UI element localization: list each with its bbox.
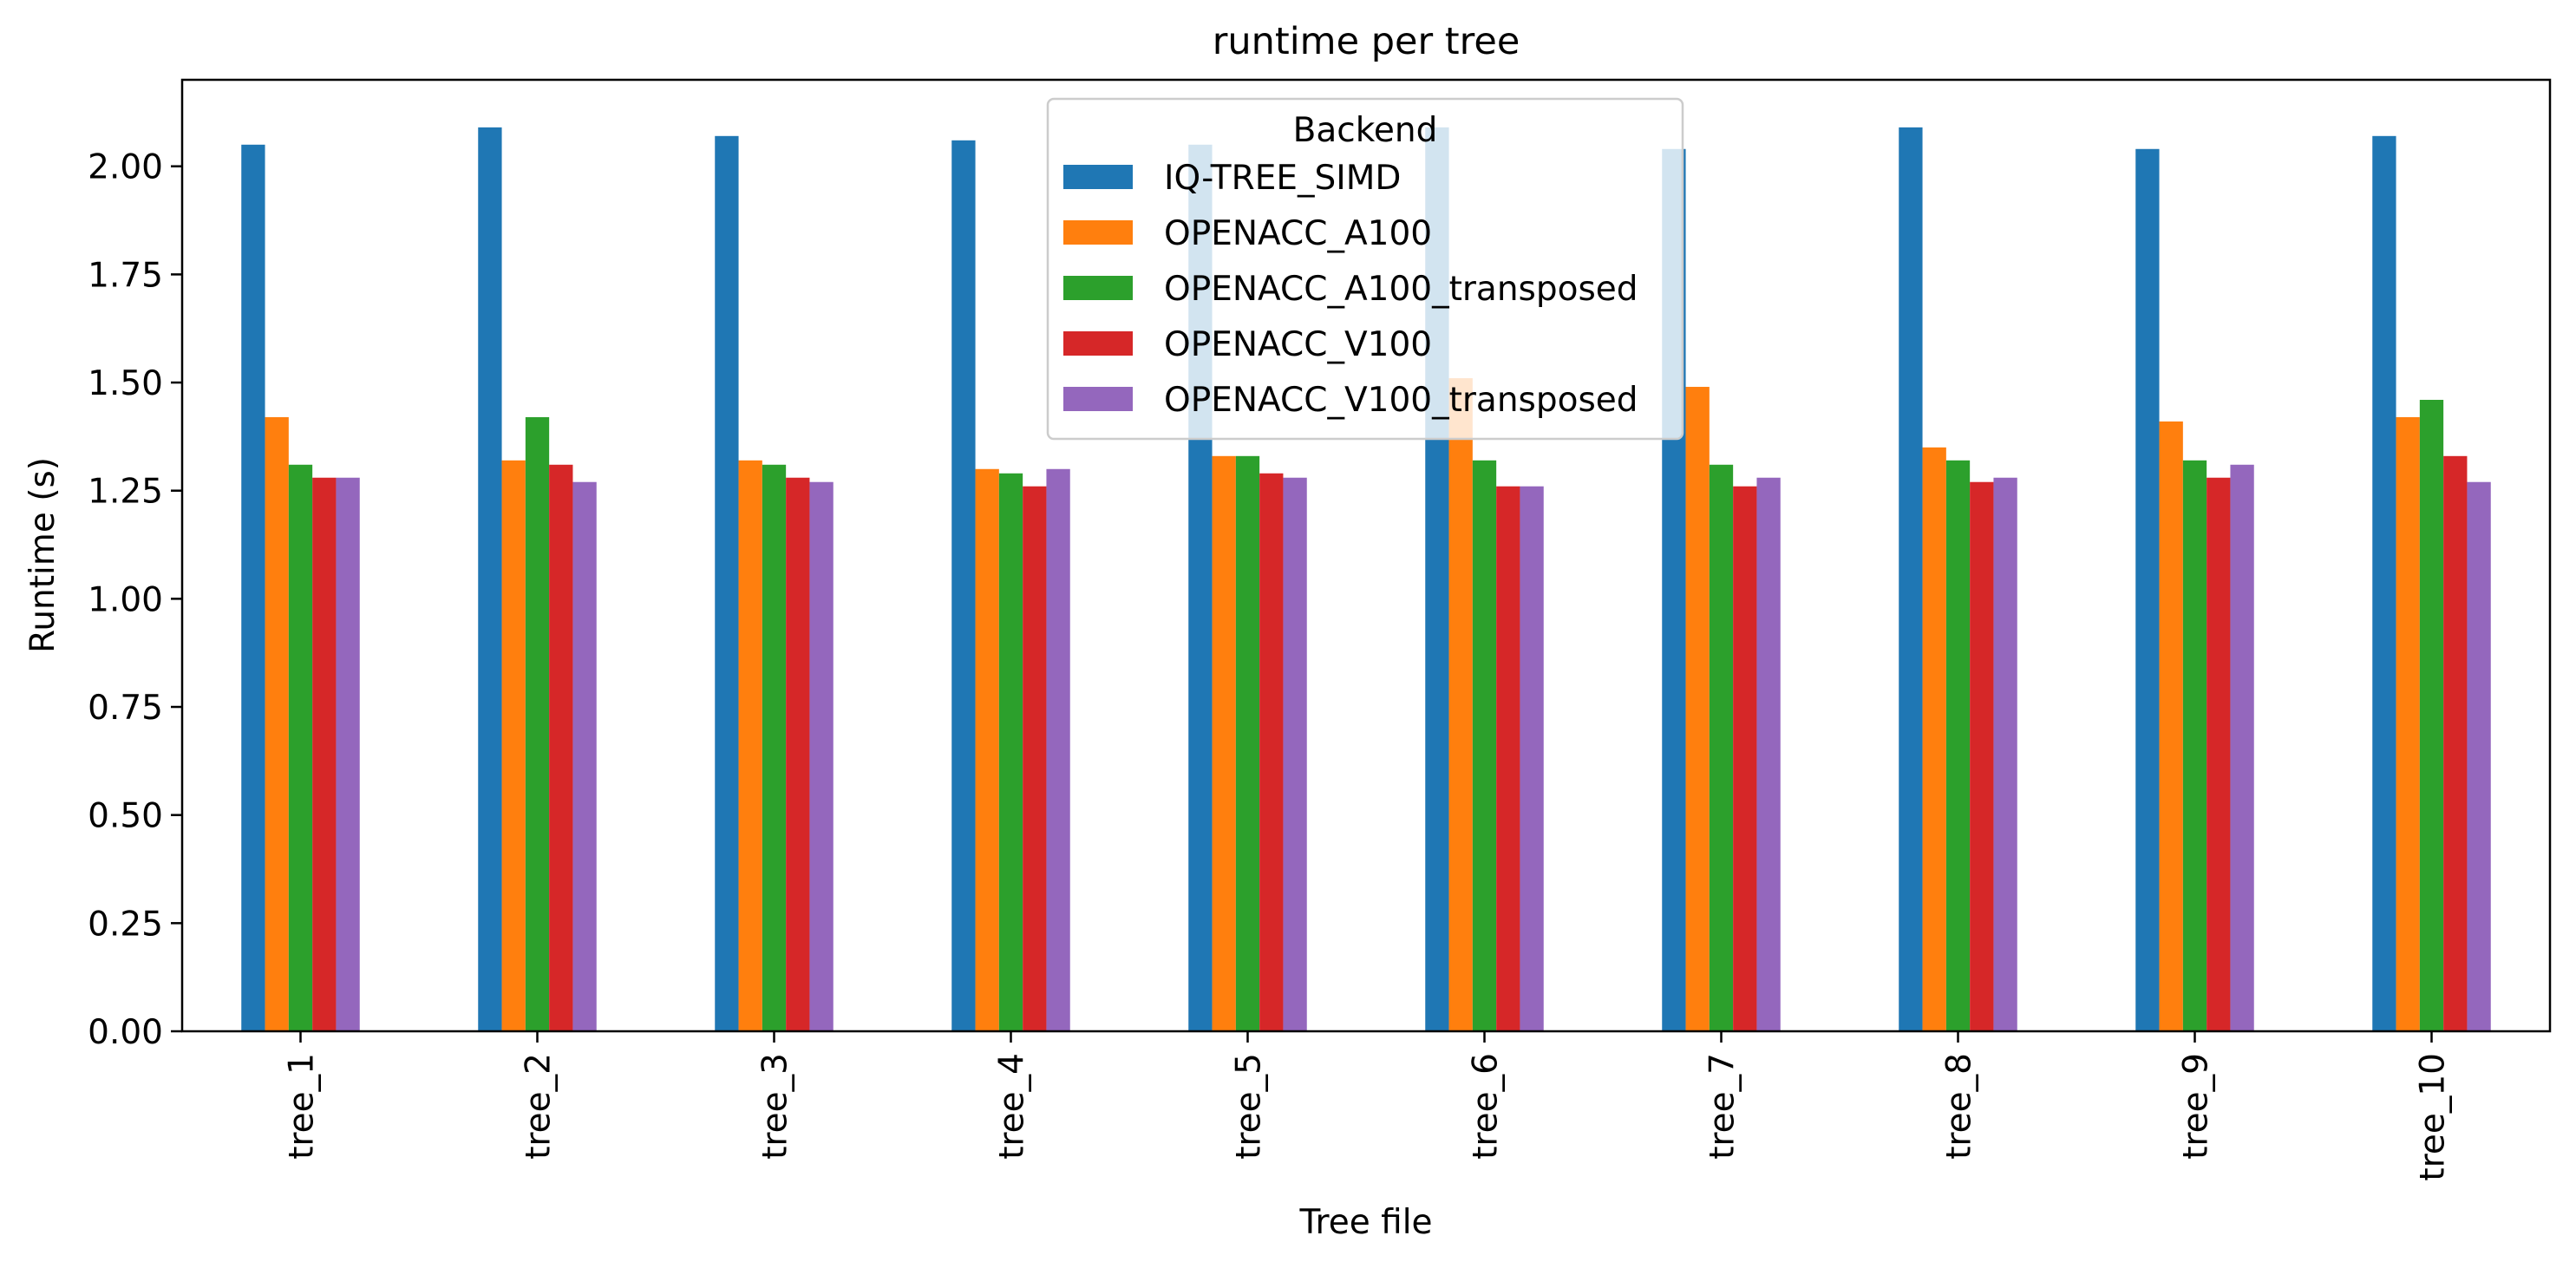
bar-openacc-v100-tree-8 (1970, 481, 1994, 1031)
x-tick-label: tree_7 (1703, 1053, 1742, 1160)
bar-openacc-a100-tree-9 (2159, 421, 2183, 1031)
x-tick-label: tree_8 (1940, 1053, 1979, 1160)
bar-openacc-v100-tree-3 (786, 477, 810, 1031)
bar-openacc-a100-transposed-tree-3 (762, 464, 787, 1031)
legend-label: OPENACC_A100 (1164, 214, 1432, 253)
x-tick-label: tree_5 (1230, 1053, 1269, 1160)
legend-label: IQ-TREE_SIMD (1164, 159, 1401, 198)
bar-openacc-v100-transposed-tree-9 (2230, 464, 2254, 1031)
bar-openacc-v100-tree-9 (2207, 477, 2231, 1031)
bar-openacc-a100-transposed-tree-4 (998, 473, 1023, 1031)
legend-title: Backend (1293, 111, 1438, 150)
bar-openacc-a100-tree-1 (265, 416, 289, 1031)
bar-iq-tree-simd-tree-10 (2372, 135, 2396, 1031)
bar-openacc-a100-transposed-tree-6 (1472, 460, 1497, 1031)
legend-items: IQ-TREE_SIMD OPENACC_A100 OPENACC_A100_tra… (1063, 159, 1638, 420)
bar-openacc-v100-transposed-tree-2 (572, 481, 597, 1031)
legend: Backend IQ-TREE_SIMD OPENACC_A100 OPENACC_… (1046, 97, 1684, 441)
bar-iq-tree-simd-tree-2 (478, 127, 502, 1032)
x-tick-label: tree_1 (283, 1053, 322, 1160)
plot-frame (180, 78, 2552, 1033)
y-tick-label: 1.00 (88, 580, 163, 619)
y-axis-label: Runtime (s) (23, 457, 62, 653)
legend-swatch (1063, 331, 1133, 356)
y-tick-label: 2.00 (88, 148, 163, 187)
bar-openacc-v100-transposed-tree-8 (1993, 477, 2017, 1031)
legend-label: OPENACC_V100 (1164, 325, 1432, 364)
bar-openacc-a100-transposed-tree-8 (1945, 460, 1971, 1031)
bar-openacc-a100-transposed-tree-1 (288, 464, 313, 1031)
bar-openacc-a100-tree-6 (1448, 378, 1473, 1031)
bar-openacc-v100-transposed-tree-1 (336, 477, 360, 1031)
bar-openacc-a100-tree-3 (738, 460, 762, 1031)
bar-openacc-a100-tree-10 (2396, 416, 2420, 1031)
bar-openacc-a100-transposed-tree-5 (1235, 455, 1260, 1031)
x-tick-label: tree_6 (1467, 1053, 1506, 1160)
bar-openacc-a100-tree-5 (1212, 455, 1236, 1031)
bar-openacc-v100-tree-1 (312, 477, 337, 1031)
bar-openacc-a100-transposed-tree-2 (525, 416, 550, 1031)
y-tick-label: 0.00 (88, 1013, 163, 1052)
x-tick-label: tree_9 (2177, 1053, 2216, 1160)
y-tick-label: 1.75 (88, 256, 163, 295)
bar-iq-tree-simd-tree-3 (715, 135, 739, 1031)
bar-openacc-v100-tree-2 (549, 464, 573, 1031)
x-tick-label: tree_10 (2414, 1053, 2453, 1181)
bar-openacc-a100-transposed-tree-10 (2419, 399, 2444, 1031)
bar-openacc-a100-tree-7 (1685, 387, 1710, 1031)
legend-swatch (1063, 220, 1133, 245)
chart-title: runtime per tree (1213, 20, 1520, 63)
x-tick-label: tree_4 (993, 1053, 1032, 1160)
bar-openacc-v100-transposed-tree-7 (1756, 477, 1781, 1031)
x-axis-label: Tree file (1298, 1203, 1432, 1242)
bar-openacc-a100-tree-2 (501, 460, 526, 1031)
bar-openacc-a100-tree-8 (1922, 447, 1946, 1031)
x-axis: tree_1 tree_2 tree_3 tree_4 tree_5 tree_6 tree… (283, 1031, 2453, 1181)
bar-openacc-v100-transposed-tree-3 (809, 481, 834, 1031)
bar-openacc-v100-tree-4 (1023, 486, 1047, 1031)
x-tick-label: tree_3 (756, 1053, 795, 1160)
bar-iq-tree-simd-tree-1 (241, 144, 265, 1032)
legend-label: OPENACC_V100_transposed (1164, 381, 1638, 420)
y-tick-label: 1.50 (88, 364, 163, 403)
bar-openacc-v100-tree-6 (1496, 486, 1520, 1031)
legend-box (1046, 97, 1684, 441)
bar-iq-tree-simd-tree-4 (951, 140, 976, 1031)
legend-label: OPENACC_A100_transposed (1164, 270, 1638, 309)
bar-openacc-a100-transposed-tree-7 (1709, 464, 1734, 1031)
y-axis: 0.00 0.25 0.50 0.75 1.00 1.25 1.50 1.75 2.00 (88, 148, 182, 1052)
bar-openacc-v100-transposed-tree-4 (1046, 468, 1070, 1031)
y-tick-label: 1.25 (88, 473, 163, 512)
y-tick-label: 0.75 (88, 689, 163, 728)
bar-openacc-v100-tree-7 (1733, 486, 1757, 1031)
legend-swatch (1063, 276, 1133, 300)
bar-openacc-v100-transposed-tree-10 (2467, 481, 2491, 1031)
bar-openacc-v100-tree-10 (2443, 455, 2468, 1031)
bar-openacc-v100-transposed-tree-6 (1520, 486, 1544, 1031)
bar-openacc-a100-tree-4 (975, 468, 999, 1031)
bar-openacc-v100-transposed-tree-5 (1283, 477, 1307, 1031)
legend-swatch (1063, 165, 1133, 189)
legend-swatch (1063, 387, 1133, 411)
bar-openacc-a100-transposed-tree-9 (2182, 460, 2207, 1031)
y-tick-label: 0.25 (88, 905, 163, 944)
bar-iq-tree-simd-tree-8 (1899, 127, 1923, 1032)
x-tick-label: tree_2 (520, 1053, 559, 1160)
bar-openacc-v100-tree-5 (1259, 473, 1284, 1031)
bar-iq-tree-simd-tree-9 (2135, 148, 2160, 1031)
y-tick-label: 0.50 (88, 797, 163, 836)
